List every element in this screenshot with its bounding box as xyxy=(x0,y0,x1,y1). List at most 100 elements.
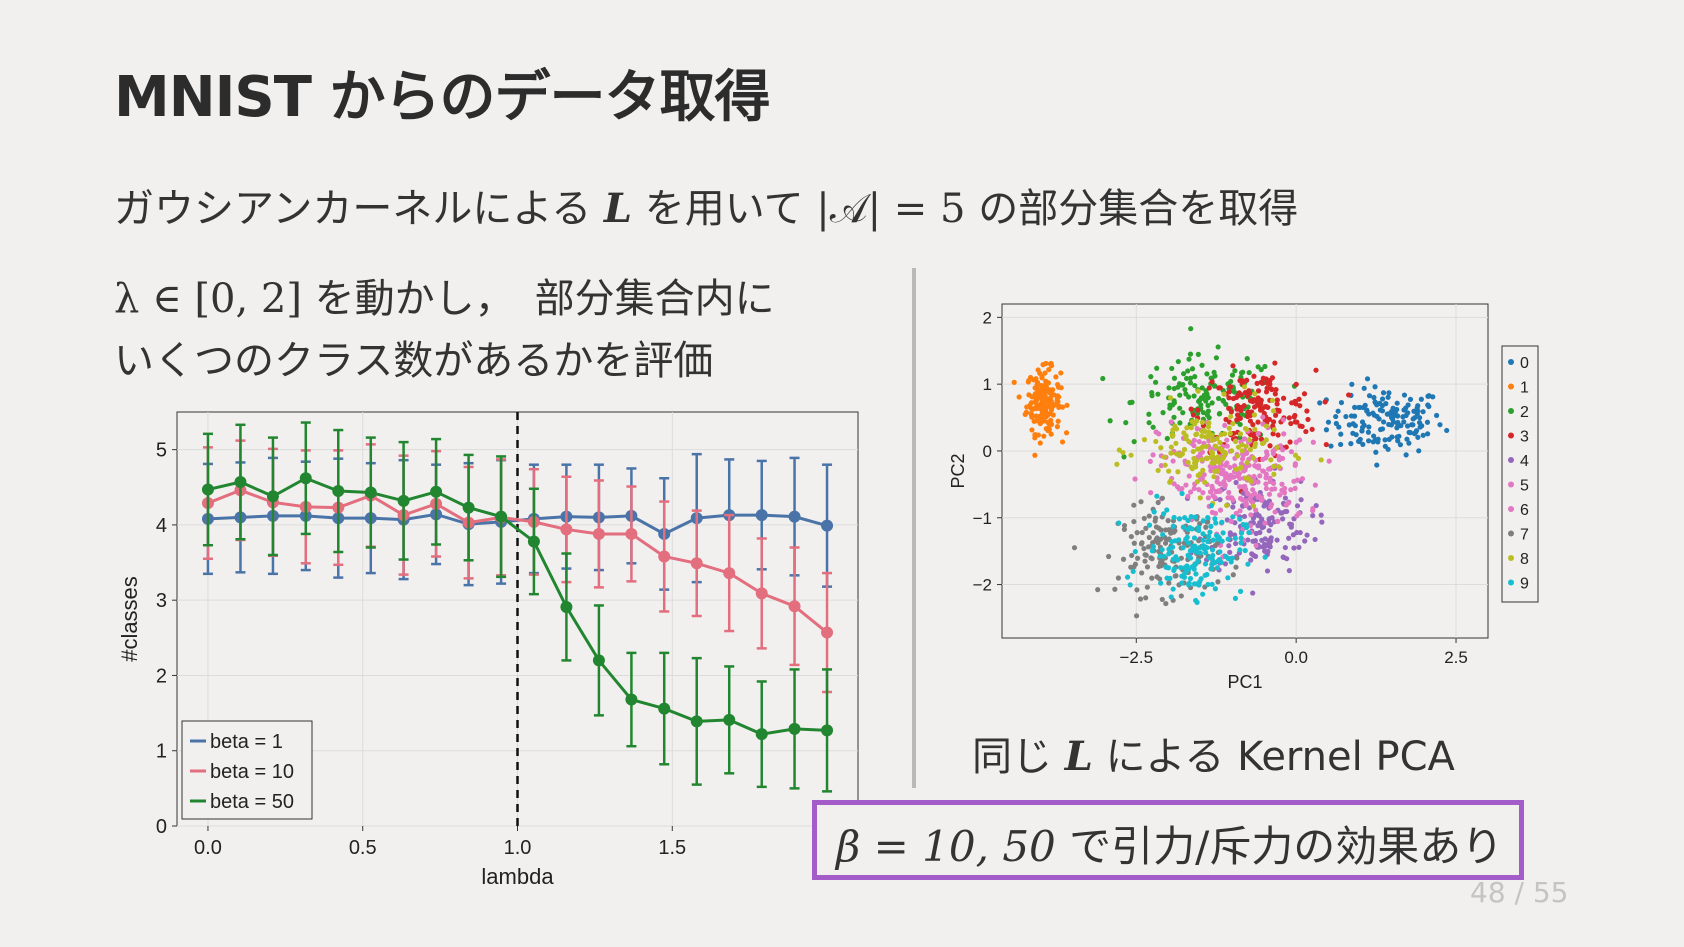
scatter-point xyxy=(1262,520,1268,526)
scatter-point xyxy=(1426,393,1432,399)
scatter-point xyxy=(1200,531,1206,537)
scatter-point xyxy=(1420,432,1426,438)
scatter-point xyxy=(1343,413,1349,420)
scatter-point xyxy=(1050,412,1056,418)
scatter-point xyxy=(1404,423,1411,429)
scatter-point xyxy=(1229,448,1235,454)
scatter-point xyxy=(1143,525,1149,531)
scatter-point xyxy=(1274,537,1280,543)
scatter-point xyxy=(1338,441,1344,448)
scatter-point xyxy=(1338,431,1344,437)
scatter-point xyxy=(1164,575,1170,581)
legend-class-label: 2 xyxy=(1520,404,1529,421)
scatter-point xyxy=(1056,394,1062,400)
scatter-point xyxy=(1292,485,1298,491)
scatter-point xyxy=(1146,420,1152,426)
scatter-point xyxy=(1270,419,1277,425)
scatter-point xyxy=(1238,530,1245,536)
scatter-point xyxy=(1244,459,1250,466)
scatter-point xyxy=(1192,382,1198,389)
scatter-point xyxy=(1255,479,1261,485)
scatter-point xyxy=(1412,415,1418,421)
scatter-point xyxy=(1155,391,1161,397)
scatter-point xyxy=(1204,371,1210,377)
scatter-point xyxy=(1230,395,1237,402)
scatter-point xyxy=(1192,374,1198,380)
pc1-axis-label: PC1 xyxy=(1227,672,1262,692)
scatter-point xyxy=(1181,371,1187,377)
scatter-point xyxy=(1390,405,1396,411)
scatter-point xyxy=(1216,385,1222,391)
scatter-point xyxy=(1137,596,1144,602)
scatter-point xyxy=(1200,537,1206,543)
scatter-point xyxy=(1237,431,1244,437)
scatter-point xyxy=(1222,561,1229,567)
scatter-point xyxy=(1106,553,1112,560)
scatter-point xyxy=(1217,507,1224,513)
scatter-point xyxy=(1179,490,1185,497)
scatter-point xyxy=(1199,457,1205,463)
scatter-point xyxy=(1379,408,1386,414)
column-divider xyxy=(912,268,916,788)
scatter-point xyxy=(1045,427,1051,434)
scatter-point xyxy=(1214,436,1220,442)
scatter-point xyxy=(1394,400,1400,406)
scatter-point xyxy=(1209,450,1216,456)
data-point xyxy=(495,510,508,523)
scatter-point xyxy=(1041,433,1047,439)
scatter-point xyxy=(1361,385,1367,391)
scatter-point xyxy=(1121,522,1128,529)
scatter-point xyxy=(1237,516,1243,522)
scatter-point xyxy=(1392,409,1398,415)
scatter-point xyxy=(1280,516,1286,522)
scatter-point xyxy=(1385,394,1391,400)
scatter-point xyxy=(1153,438,1159,445)
scatter-point xyxy=(1133,613,1140,619)
scatter-point xyxy=(1226,543,1232,549)
scatter-point xyxy=(1149,389,1155,396)
scatter-point xyxy=(1166,385,1172,391)
scatter-point xyxy=(1213,520,1219,526)
data-point xyxy=(364,486,377,499)
scatter-point xyxy=(1095,587,1101,593)
scatter-point xyxy=(1255,463,1262,469)
scatter-point xyxy=(1042,370,1048,376)
scatter-point xyxy=(1379,396,1386,402)
scatter-point xyxy=(1252,426,1258,432)
legend-marker xyxy=(1508,408,1514,414)
data-point xyxy=(658,702,671,715)
scatter-point xyxy=(1377,400,1383,406)
scatter-point xyxy=(1181,524,1187,530)
data-point xyxy=(397,494,410,507)
scatter-point xyxy=(1143,552,1149,558)
scatter-point xyxy=(1255,388,1262,394)
data-point xyxy=(560,600,573,613)
scatter-point xyxy=(1226,489,1232,496)
data-point xyxy=(430,485,443,498)
scatter-point xyxy=(1262,363,1268,370)
scatter-point xyxy=(1158,527,1164,533)
scatter-point xyxy=(1243,502,1249,508)
scatter-point xyxy=(1248,412,1254,419)
scatter-point xyxy=(1131,502,1137,508)
scatter-point xyxy=(1246,369,1252,376)
scatter-point xyxy=(1212,468,1218,475)
scatter-point xyxy=(1199,419,1205,425)
scatter-point xyxy=(1141,437,1148,443)
data-point xyxy=(788,600,801,613)
legend-class-label: 5 xyxy=(1520,478,1529,495)
scatter-point xyxy=(1274,401,1280,407)
scatter-point xyxy=(1054,424,1061,430)
scatter-point xyxy=(1237,547,1243,553)
data-point xyxy=(788,510,801,523)
scatter-point xyxy=(1244,449,1250,456)
scatter-point xyxy=(1041,390,1047,396)
scatter-point xyxy=(1132,476,1138,482)
pca-caption-text-1: 同じ xyxy=(972,734,1052,780)
scatter-point xyxy=(1216,411,1222,417)
scatter-point xyxy=(1252,463,1258,469)
y-tick-label: 4 xyxy=(156,515,167,537)
scatter-point xyxy=(1129,552,1135,559)
scatter-point xyxy=(1266,520,1272,526)
scatter-point xyxy=(1274,444,1280,450)
